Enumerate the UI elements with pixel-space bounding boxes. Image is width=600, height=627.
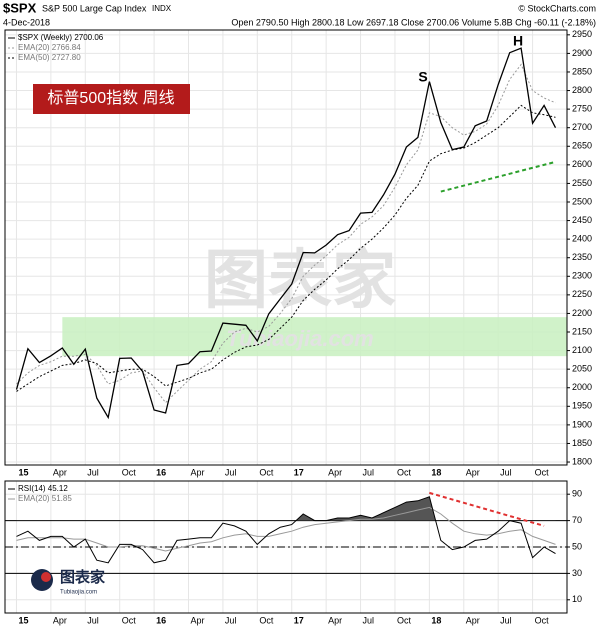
price-line xyxy=(15,47,557,420)
x-tick-label: Oct xyxy=(122,615,137,625)
y-tick-label: 2000 xyxy=(572,382,592,392)
x-tick-label: Jul xyxy=(500,615,512,625)
x-tick-label: 15 xyxy=(18,615,28,625)
y-tick-label: 2600 xyxy=(572,159,592,169)
legend-label: EMA(50) 2727.80 xyxy=(18,53,81,62)
x-tick-label: Apr xyxy=(191,467,205,477)
trendline xyxy=(440,160,556,193)
rsi-line xyxy=(16,496,556,564)
y-tick-label: 30 xyxy=(572,568,582,578)
y-tick-label: 1850 xyxy=(572,438,592,448)
y-tick-label: 70 xyxy=(572,515,582,525)
x-tick-label: 17 xyxy=(294,467,304,477)
y-tick-label: 2350 xyxy=(572,252,592,262)
trendline xyxy=(429,491,545,527)
x-tick-label: Apr xyxy=(466,615,480,625)
x-tick-label: Jul xyxy=(225,467,237,477)
support-band xyxy=(62,317,567,357)
x-tick-label: Apr xyxy=(466,467,480,477)
logo-icon xyxy=(41,572,51,582)
overbought-fill xyxy=(296,496,436,521)
annotation: H xyxy=(513,33,523,49)
y-tick-label: 2400 xyxy=(572,234,592,244)
y-tick-label: 10 xyxy=(572,594,582,604)
label-box xyxy=(33,84,190,114)
y-tick-label: 2300 xyxy=(572,271,592,281)
legend-label: $SPX (Weekly) 2700.06 xyxy=(18,33,104,42)
y-tick-label: 2500 xyxy=(572,196,592,206)
legend-label: RSI(14) 45.12 xyxy=(18,484,68,493)
x-tick-label: 15 xyxy=(18,467,28,477)
chart-title: S&P 500 Large Cap Index xyxy=(42,3,147,13)
x-tick-label: Oct xyxy=(397,615,412,625)
panel-border xyxy=(4,29,568,466)
ema-line xyxy=(16,506,556,552)
y-tick-label: 2100 xyxy=(572,345,592,355)
y-tick-label: 1800 xyxy=(572,456,592,466)
x-tick-label: Apr xyxy=(53,615,67,625)
x-tick-label: Apr xyxy=(53,467,67,477)
x-tick-label: 18 xyxy=(431,467,441,477)
x-tick-label: 16 xyxy=(156,467,166,477)
x-tick-label: Jul xyxy=(363,615,375,625)
y-tick-label: 2850 xyxy=(572,66,592,76)
x-tick-label: Oct xyxy=(259,467,274,477)
label-box-text: 标普500指数 周线 xyxy=(47,89,174,107)
x-tick-label: Oct xyxy=(535,615,550,625)
y-tick-label: 2700 xyxy=(572,122,592,132)
x-tick-label: Oct xyxy=(535,467,550,477)
y-tick-label: 2800 xyxy=(572,85,592,95)
x-tick-label: Apr xyxy=(328,467,342,477)
y-tick-label: 2900 xyxy=(572,48,592,58)
exchange: INDX xyxy=(152,4,172,13)
x-tick-label: 17 xyxy=(294,615,304,625)
x-tick-label: 18 xyxy=(431,615,441,625)
quote: Open 2790.50 High 2800.18 Low 2697.18 Cl… xyxy=(231,17,596,27)
plot-area xyxy=(5,491,567,574)
y-tick-label: 2050 xyxy=(572,364,592,374)
y-tick-label: 50 xyxy=(572,541,582,551)
source: © StockCharts.com xyxy=(518,3,596,13)
y-tick-label: 2250 xyxy=(572,289,592,299)
x-tick-label: Jul xyxy=(87,467,99,477)
x-tick-label: Apr xyxy=(328,615,342,625)
y-tick-label: 2450 xyxy=(572,215,592,225)
legend-label: EMA(20) 51.85 xyxy=(18,494,72,503)
y-tick-label: 90 xyxy=(572,489,582,499)
legend-label: EMA(20) 2766.84 xyxy=(18,43,81,52)
y-tick-label: 2650 xyxy=(572,141,592,151)
y-tick-label: 2950 xyxy=(572,29,592,39)
panel-border xyxy=(4,480,568,614)
date: 4-Dec-2018 xyxy=(3,17,50,27)
x-tick-label: Oct xyxy=(122,467,137,477)
x-tick-label: Jul xyxy=(363,467,375,477)
x-tick-label: Oct xyxy=(259,615,274,625)
logo-text: 图表家 xyxy=(60,568,105,586)
x-tick-label: Jul xyxy=(225,615,237,625)
y-tick-label: 2550 xyxy=(572,178,592,188)
panel: 1800 1850 1900 1950 2000 2050 2100 2150 2200 2250… xyxy=(4,29,592,477)
x-tick-label: Jul xyxy=(87,615,99,625)
x-tick-label: Apr xyxy=(191,615,205,625)
y-tick-label: 1900 xyxy=(572,419,592,429)
x-tick-label: Jul xyxy=(500,467,512,477)
x-tick-label: Oct xyxy=(397,467,412,477)
y-tick-label: 2150 xyxy=(572,326,592,336)
annotation: S xyxy=(418,69,427,85)
y-tick-label: 1950 xyxy=(572,401,592,411)
watermark: 图表家 xyxy=(204,244,396,316)
y-tick-label: 2750 xyxy=(572,103,592,113)
x-tick-label: 16 xyxy=(156,615,166,625)
symbol: $SPX xyxy=(3,0,37,15)
ema-line xyxy=(16,104,556,392)
y-tick-label: 2200 xyxy=(572,308,592,318)
ema-line xyxy=(16,63,556,404)
logo-text: Tubiaojia.com xyxy=(60,590,97,596)
panel: 10 30 50 70 90 15 Apr Jul Oct 16 Apr Jul Oct 17 Apr Jul… xyxy=(4,480,582,625)
